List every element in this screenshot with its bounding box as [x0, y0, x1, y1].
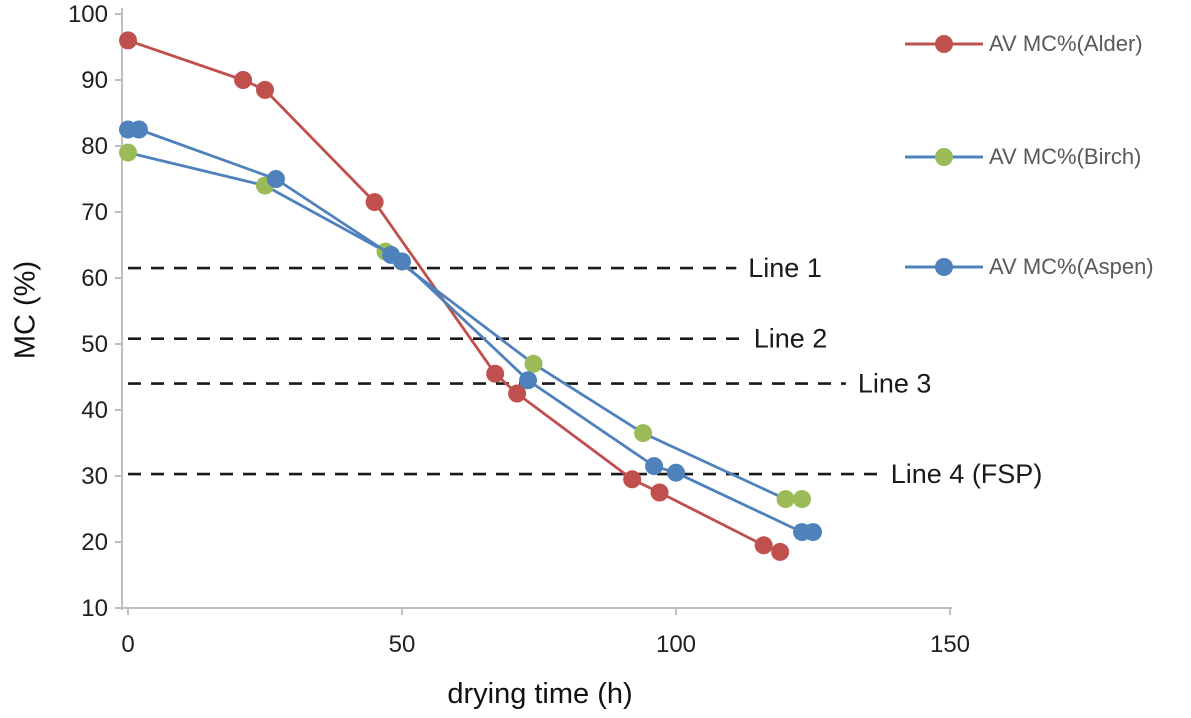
ref-line-label-1: Line 1 [748, 253, 822, 283]
y-tick-label: 10 [81, 595, 108, 622]
legend-line-marker-icon [905, 258, 983, 276]
y-tick-label: 60 [81, 265, 108, 292]
legend: AV MC%(Alder) AV MC%(Birch) AV MC%(Aspen… [905, 0, 1191, 300]
x-tick-label: 100 [656, 631, 696, 658]
series-line-2 [126, 128, 815, 534]
series-marker-0 [365, 193, 384, 212]
series-marker-2 [266, 170, 285, 188]
series-marker-0 [234, 71, 253, 89]
x-tick-label: 150 [930, 631, 970, 658]
y-tick-label: 50 [81, 331, 108, 358]
legend-item-alder: AV MC%(Alder) [905, 31, 1143, 57]
series-marker-1 [119, 143, 137, 162]
series-marker-1 [776, 490, 795, 509]
series-marker-0 [623, 470, 642, 489]
series-marker-2 [645, 457, 664, 476]
series-marker-0 [508, 384, 527, 403]
legend-item-aspen: AV MC%(Aspen) [905, 254, 1154, 280]
series-line-0 [126, 39, 782, 554]
x-tick-label: 0 [121, 631, 134, 658]
legend-label-alder: AV MC%(Alder) [989, 31, 1143, 56]
y-tick-label: 70 [81, 199, 108, 226]
legend-line-marker-icon [905, 148, 983, 166]
series-marker-0 [486, 364, 505, 383]
x-axis-title: drying time (h) [447, 678, 633, 710]
legend-label-birch: AV MC%(Birch) [989, 144, 1142, 169]
series-marker-2 [129, 120, 148, 139]
ref-line-label-4: Line 4 (FSP) [891, 459, 1043, 489]
y-tick-label: 100 [68, 1, 108, 28]
y-tick-label: 80 [81, 133, 108, 160]
series-marker-0 [119, 31, 137, 50]
series-marker-2 [667, 463, 685, 482]
legend-line-marker-icon [905, 35, 983, 53]
y-tick-label: 20 [81, 529, 108, 556]
series-marker-1 [524, 354, 543, 373]
y-axis-title: MC (%) [9, 260, 42, 360]
series-marker-1 [793, 490, 812, 509]
legend-item-birch: AV MC%(Birch) [905, 144, 1141, 170]
series-marker-2 [519, 371, 538, 390]
series-line-1 [126, 151, 804, 501]
y-tick-label: 30 [81, 463, 108, 490]
x-tick-label: 50 [389, 631, 416, 658]
series-marker-0 [650, 483, 669, 502]
y-tick-label: 40 [81, 397, 108, 424]
legend-label-aspen: AV MC%(Aspen) [989, 254, 1154, 279]
y-tick-label: 90 [81, 67, 108, 94]
series-marker-1 [634, 424, 653, 443]
series-marker-0 [256, 80, 274, 99]
ref-line-label-2: Line 2 [754, 324, 828, 354]
ref-line-label-3: Line 3 [858, 369, 932, 399]
series-marker-2 [804, 523, 822, 542]
series-marker-2 [393, 252, 411, 271]
series-marker-0 [754, 536, 773, 555]
series-marker-0 [771, 542, 790, 561]
